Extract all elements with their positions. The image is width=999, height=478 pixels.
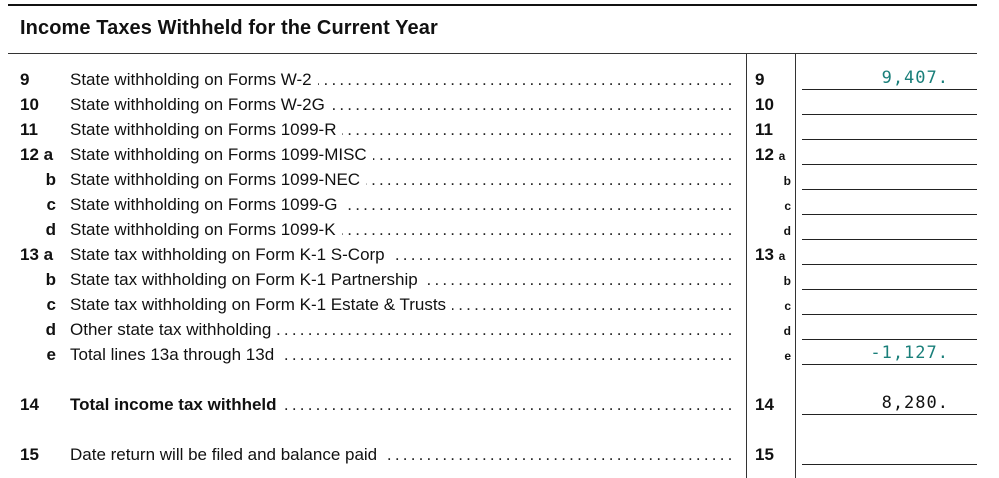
line-number: b [45, 270, 56, 289]
amount-field-12c[interactable] [802, 192, 977, 215]
amount-value: -1,127. [870, 343, 949, 363]
line-number: 14 [20, 395, 39, 414]
amount-field-13d[interactable] [802, 317, 977, 340]
line-description: State withholding on Forms 1099-R [70, 120, 343, 139]
amount-field-9[interactable]: 9,407. [802, 67, 977, 90]
amount-field-13a[interactable] [802, 242, 977, 265]
box-number: 15 [755, 445, 774, 464]
line-number: e [46, 345, 56, 364]
form-line-12d: d ......................................… [0, 217, 999, 242]
box-letter: c [784, 299, 791, 313]
form-line-15: 15 .....................................… [0, 442, 999, 467]
line-number: 10 [20, 95, 39, 114]
line-description: State tax withholding on Form K-1 Partne… [70, 270, 424, 289]
line-number: 12 a [20, 145, 54, 164]
box-letter: b [783, 274, 791, 288]
line-number: d [45, 220, 56, 239]
amount-field-10[interactable] [802, 92, 977, 115]
line-number: c [46, 295, 56, 314]
column-divider-left [746, 54, 747, 478]
form-line-11: 11 .....................................… [0, 117, 999, 142]
line-description: State withholding on Forms W-2 [70, 70, 318, 89]
form-line-13b: b ......................................… [0, 267, 999, 292]
amount-field-13b[interactable] [802, 267, 977, 290]
amount-field-12a[interactable] [802, 142, 977, 165]
line-description: State tax withholding on Form K-1 Estate… [70, 295, 453, 314]
form-line-13a: 13 a ...................................… [0, 242, 999, 267]
box-number: 13 a [755, 245, 786, 264]
box-letter: d [783, 324, 791, 338]
box-number: 11 [755, 120, 773, 139]
box-number: 10 [755, 95, 774, 114]
section-title: Income Taxes Withheld for the Current Ye… [20, 17, 438, 39]
box-letter: c [784, 199, 791, 213]
form-line-12a: 12 a ...................................… [0, 142, 999, 167]
line-number: 13 a [20, 245, 54, 264]
line-description: State withholding on Forms 1099-G [70, 195, 344, 214]
amount-field-11[interactable] [802, 117, 977, 140]
line-number: c [46, 195, 56, 214]
top-rule [8, 4, 977, 6]
form-line-13e: e ......................................… [0, 342, 999, 367]
form-line-13c: c ......................................… [0, 292, 999, 317]
line-description: State withholding on Forms 1099-NEC [70, 170, 367, 189]
title-rule [8, 53, 977, 54]
amount-field-14[interactable]: 8,280. [802, 392, 977, 415]
form-line-12c: c ......................................… [0, 192, 999, 217]
line-number: 15 [20, 445, 39, 464]
box-letter: e [784, 349, 791, 363]
form-line-13d: d ......................................… [0, 317, 999, 342]
amount-value: 8,280. [881, 393, 949, 413]
form-line-14: 14 .....................................… [0, 392, 999, 417]
amount-field-12d[interactable] [802, 217, 977, 240]
line-number: b [45, 170, 56, 189]
box-letter: b [783, 174, 791, 188]
amount-field-15[interactable] [802, 442, 977, 465]
box-letter: d [783, 224, 791, 238]
line-description: State tax withholding on Form K-1 S-Corp [70, 245, 391, 264]
line-number: 11 [20, 120, 38, 139]
amount-field-13c[interactable] [802, 292, 977, 315]
line-description: Date return will be filed and balance pa… [70, 445, 384, 464]
box-number: 12 a [755, 145, 786, 164]
line-description: State withholding on Forms W-2G [70, 95, 331, 114]
form-line-9: 9 ......................................… [0, 67, 999, 92]
line-description: State withholding on Forms 1099-MISC [70, 145, 373, 164]
line-description: Total lines 13a through 13d [70, 345, 281, 364]
line-description: State withholding on Forms 1099-K [70, 220, 342, 239]
box-number: 14 [755, 395, 774, 414]
form-line-10: 10 .....................................… [0, 92, 999, 117]
amount-value: 9,407. [881, 68, 949, 88]
line-number: d [45, 320, 56, 339]
line-description: Total income tax withheld [70, 395, 283, 414]
line-description: Other state tax withholding [70, 320, 278, 339]
box-number: 9 [755, 70, 765, 89]
form-line-12b: b ......................................… [0, 167, 999, 192]
amount-field-12b[interactable] [802, 167, 977, 190]
column-divider-right [795, 54, 796, 478]
amount-field-13e[interactable]: -1,127. [802, 342, 977, 365]
line-number: 9 [20, 70, 30, 89]
